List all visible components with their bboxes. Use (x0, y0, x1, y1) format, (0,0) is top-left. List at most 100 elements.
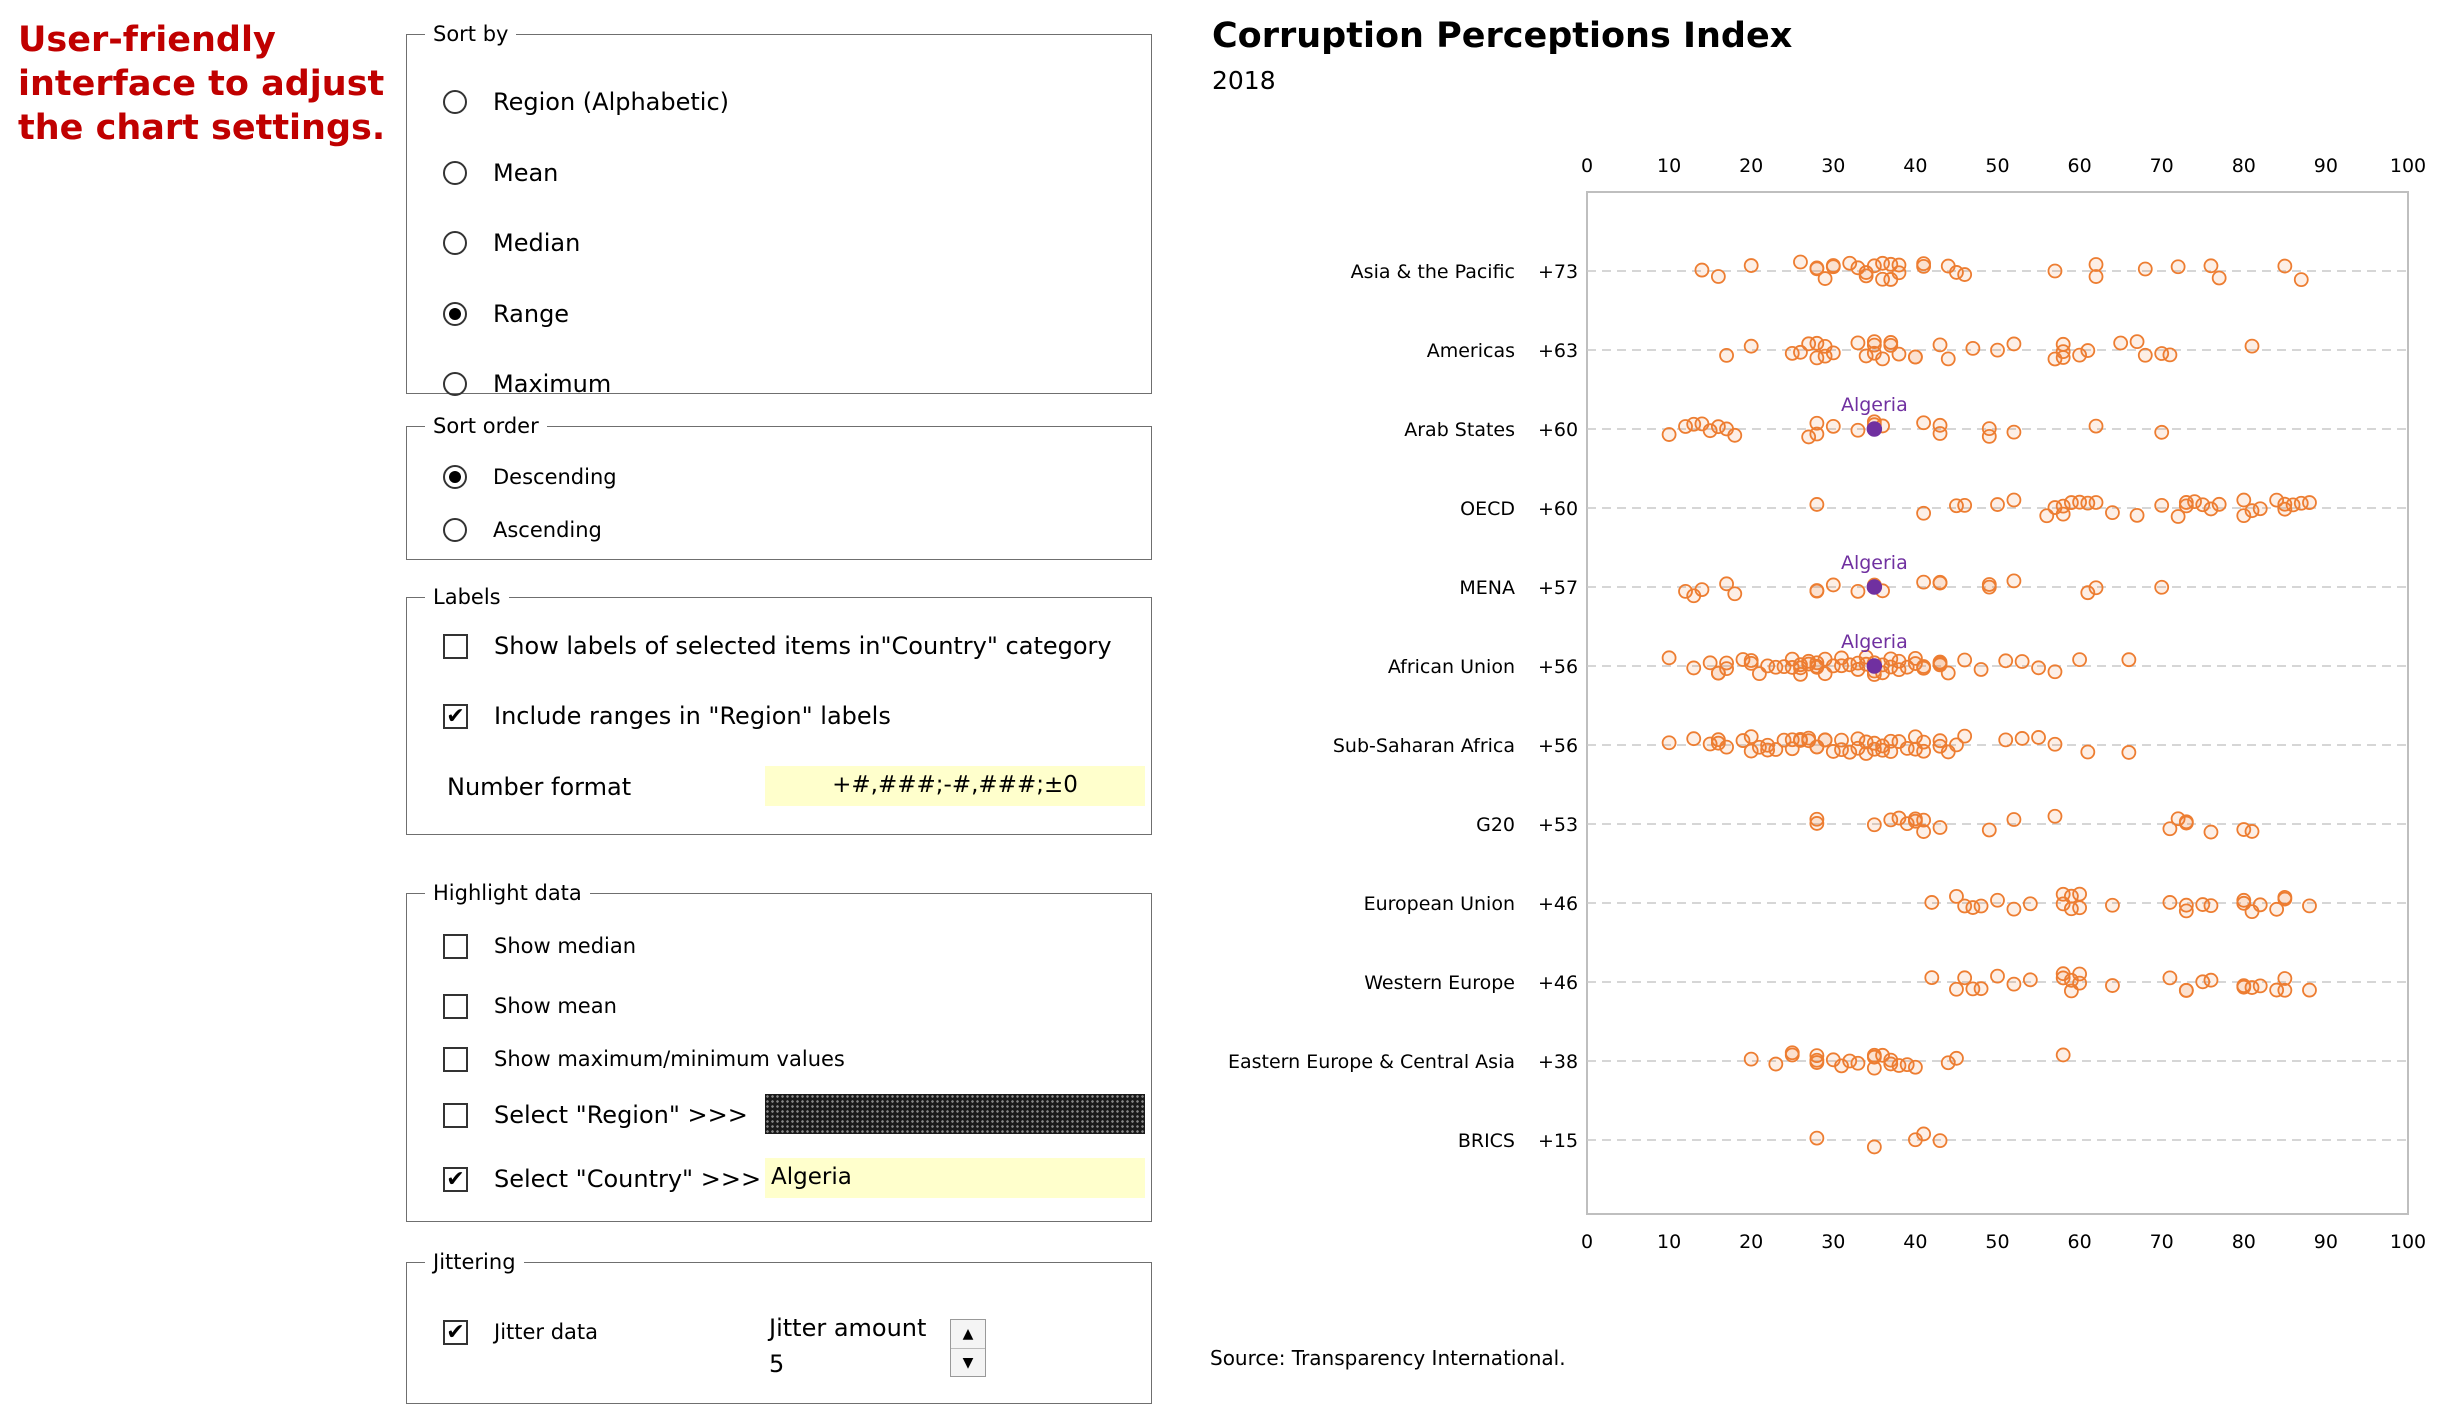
sort-option-median[interactable]: Median (443, 228, 580, 258)
data-point (2137, 261, 2153, 277)
data-point (2302, 898, 2317, 914)
data-point (2203, 898, 2219, 914)
data-point (1981, 577, 1997, 592)
data-point (1661, 427, 1677, 442)
data-point (1743, 729, 1759, 745)
number-format-input[interactable]: +#,###;-#,###;±0 (765, 766, 1145, 806)
highlight-title: Highlight data (425, 880, 590, 906)
data-point (1809, 497, 1825, 512)
checkbox-checked[interactable]: ✔ (443, 1166, 468, 1192)
select-country-checkbox[interactable]: ✔ Select "Country" >>> (443, 1164, 761, 1194)
data-point (1998, 732, 2014, 748)
data-point (1990, 968, 2005, 984)
data-point (1825, 418, 1841, 434)
checkbox[interactable] (443, 1046, 468, 1072)
data-point (2121, 745, 2137, 760)
data-point (2302, 495, 2317, 510)
checkbox-checked[interactable]: ✔ (443, 1319, 468, 1345)
jitter-data-checkbox[interactable]: ✔ Jitter data (443, 1317, 598, 1347)
data-point (2113, 335, 2129, 351)
data-point (1924, 970, 1940, 985)
data-point (1866, 337, 1882, 353)
highlighted-point-label: Algeria (1841, 552, 1908, 574)
show-labels-checkbox[interactable]: Show labels of selected items in"Country… (443, 631, 1112, 661)
country-select-input[interactable]: Algeria (765, 1158, 1145, 1198)
data-point (1842, 744, 1858, 760)
data-point (1809, 1055, 1825, 1070)
highlighted-point-label: Algeria (1841, 394, 1908, 416)
checkbox[interactable] (443, 1102, 468, 1128)
intro-note: User-friendly interface to adjust the ch… (18, 18, 398, 150)
data-point (1768, 742, 1784, 757)
region-select-dropdown[interactable] (765, 1094, 1145, 1134)
data-point (1973, 662, 1989, 677)
radio-button[interactable] (443, 161, 467, 185)
sort-option-range[interactable]: Range (443, 299, 569, 329)
spin-down-icon[interactable]: ▼ (962, 1355, 974, 1371)
data-point (1875, 351, 1890, 367)
jitter-amount-spinner[interactable]: ▲ ▼ (950, 1319, 986, 1377)
include-ranges-checkbox[interactable]: ✔ Include ranges in "Region" labels (443, 701, 891, 731)
sort-option-maximum[interactable]: Maximum (443, 369, 611, 399)
x-tick-label-top: 50 (1985, 155, 2009, 177)
highlighted-point (1866, 421, 1883, 437)
show-maxmin-checkbox[interactable]: Show maximum/minimum values (443, 1044, 845, 1074)
show-mean-checkbox[interactable]: Show mean (443, 991, 617, 1021)
radio-button-selected[interactable] (443, 465, 467, 489)
data-point (2047, 808, 2063, 824)
data-point (2170, 811, 2186, 827)
sort-order-descending[interactable]: Descending (443, 462, 617, 492)
option-label: Show mean (494, 994, 617, 1018)
option-label: Select "Country" >>> (494, 1165, 762, 1193)
data-point (1916, 824, 1932, 839)
data-point (2055, 970, 2071, 986)
checkbox-checked[interactable]: ✔ (443, 703, 468, 729)
data-point (1743, 1051, 1759, 1067)
data-point (1866, 258, 1882, 274)
data-point (2203, 972, 2219, 988)
radio-button[interactable] (443, 518, 467, 542)
intro-line: interface to adjust (18, 64, 385, 104)
data-point (2080, 744, 2096, 760)
radio-button-selected[interactable] (443, 302, 467, 326)
data-point (1768, 1056, 1784, 1072)
radio-button[interactable] (443, 372, 467, 396)
sort-by-title: Sort by (425, 21, 517, 47)
x-tick-label-bottom: 100 (2390, 1231, 2426, 1253)
data-point (2203, 258, 2219, 274)
data-point (1949, 1050, 1964, 1066)
x-tick-label-bottom: 80 (2232, 1231, 2256, 1253)
checkbox[interactable] (443, 993, 468, 1019)
x-tick-label-bottom: 50 (1985, 1231, 2009, 1253)
spin-up-icon[interactable]: ▲ (951, 1320, 985, 1349)
checkbox[interactable] (443, 933, 468, 959)
option-label: Region (Alphabetic) (493, 88, 730, 116)
data-point (1899, 816, 1915, 832)
show-median-checkbox[interactable]: Show median (443, 931, 636, 961)
data-point (1940, 351, 1956, 367)
category-label: OECD (1460, 498, 1515, 520)
data-point (1858, 348, 1874, 364)
data-point (2195, 497, 2211, 513)
sort-order-ascending[interactable]: Ascending (443, 515, 602, 545)
category-range-label: +60 (1538, 419, 1578, 441)
data-point (1702, 655, 1718, 671)
data-point (2129, 334, 2145, 350)
radio-button[interactable] (443, 90, 467, 114)
data-point (1694, 582, 1710, 598)
x-tick-label-top: 30 (1821, 155, 1845, 177)
data-point (1866, 1139, 1882, 1155)
option-label: Maximum (493, 370, 612, 398)
data-point (1891, 265, 1907, 281)
sort-option-mean[interactable]: Mean (443, 158, 558, 188)
jitter-amount-label: Jitter amount (769, 1314, 927, 1342)
sort-by-group: Sort by Region (Alphabetic) Mean Median … (406, 21, 1152, 398)
radio-button[interactable] (443, 231, 467, 255)
sort-option-region[interactable]: Region (Alphabetic) (443, 87, 729, 117)
checkbox[interactable] (443, 633, 468, 659)
data-point (1719, 739, 1734, 755)
data-point (1981, 822, 1997, 838)
select-region-checkbox[interactable]: Select "Region" >>> (443, 1100, 748, 1130)
x-tick-label-top: 100 (2390, 155, 2426, 177)
data-point (1809, 583, 1825, 598)
